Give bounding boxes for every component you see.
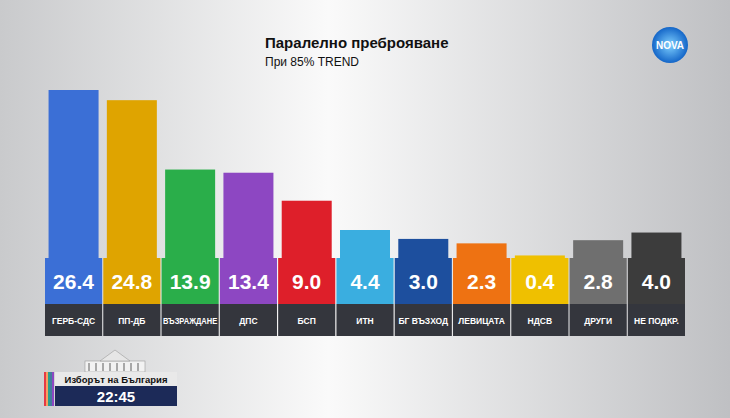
- category-label: ЛЕВИЦАТА: [458, 316, 505, 326]
- value-box: [453, 258, 510, 304]
- program-text: Изборът на България: [65, 374, 168, 385]
- value-box: [45, 258, 102, 304]
- data-label: 4.0: [642, 270, 671, 293]
- category-label: ГЕРБ-СДС: [52, 316, 95, 326]
- name-box: [628, 304, 685, 336]
- logo-text: NOVA: [656, 40, 684, 51]
- data-label: 0.4: [525, 270, 555, 293]
- value-box: [511, 258, 568, 304]
- data-label: 9.0: [292, 270, 321, 293]
- value-box: [162, 258, 219, 304]
- name-box: [220, 304, 277, 336]
- bar: [165, 170, 215, 258]
- icon-dome: [100, 350, 130, 361]
- chart: Паралелно преброяване При 85% TREND NOVA 26…: [0, 0, 730, 418]
- name-box: [278, 304, 335, 336]
- data-label: 13.4: [228, 270, 269, 293]
- icon-column: [116, 363, 118, 371]
- category-label: БСП: [298, 316, 316, 326]
- icon-column: [88, 363, 90, 371]
- bars: [49, 90, 682, 258]
- category-label: НДСВ: [528, 316, 552, 326]
- title: Паралелно преброяване: [265, 34, 449, 51]
- category-label: ДПС: [239, 316, 257, 326]
- bar: [457, 243, 507, 258]
- data-label: 24.8: [111, 270, 152, 293]
- category-label: ДРУГИ: [584, 316, 612, 326]
- value-box: [336, 258, 393, 304]
- data-label: 2.8: [584, 270, 614, 293]
- name-box: [103, 304, 160, 336]
- name-box: [336, 304, 393, 336]
- value-box: [220, 258, 277, 304]
- bar: [282, 201, 332, 258]
- stripe: [50, 372, 52, 406]
- name-box: [395, 304, 452, 336]
- program-strip: [55, 372, 177, 386]
- icon-column: [123, 363, 125, 371]
- data-label: 3.0: [409, 270, 438, 293]
- name-box: [511, 304, 568, 336]
- category-label: НЕ ПОДКР.: [634, 316, 679, 326]
- bar: [631, 233, 681, 258]
- bar: [515, 255, 565, 258]
- icon-column: [130, 363, 132, 371]
- stripe: [44, 372, 46, 406]
- bar: [398, 239, 448, 258]
- data-label: 13.9: [170, 270, 211, 293]
- icon-column: [137, 363, 139, 371]
- stripe: [52, 372, 54, 406]
- bar: [49, 90, 99, 258]
- value-box: [628, 258, 685, 304]
- icon-column: [95, 363, 97, 371]
- category-label: БГ ВЪЗХОД: [398, 316, 448, 326]
- subtitle: При 85% TREND: [265, 55, 359, 69]
- icon-column: [109, 363, 111, 371]
- name-box: [45, 304, 102, 336]
- name-box: [570, 304, 627, 336]
- logo-circle: [652, 27, 688, 63]
- name-box: [453, 304, 510, 336]
- bar: [340, 230, 390, 258]
- category-label: ВЪЗРАЖДАНЕ: [163, 316, 217, 326]
- value-box: [570, 258, 627, 304]
- background: [0, 0, 730, 418]
- value-box: [278, 258, 335, 304]
- data-label: 2.3: [467, 270, 496, 293]
- name-box: [162, 304, 219, 336]
- icon-column: [102, 363, 104, 371]
- stripe: [48, 372, 50, 406]
- value-box: [395, 258, 452, 304]
- category-label: ИТН: [356, 316, 373, 326]
- bar: [223, 173, 273, 258]
- data-label: 26.4: [53, 270, 94, 293]
- bar: [573, 240, 623, 258]
- logo: NOVA: [652, 27, 688, 63]
- category-label: ПП-ДБ: [118, 316, 145, 326]
- time-strip: [55, 386, 177, 406]
- icon-body: [85, 361, 145, 372]
- labels: 26.4 ГЕРБ-СДС 24.8 ПП-ДБ 13.9 ВЪЗРАЖДАНЕ 13.4 Д…: [45, 258, 685, 336]
- time-text: 22:45: [97, 388, 135, 405]
- stripe: [46, 372, 48, 406]
- value-box: [103, 258, 160, 304]
- program-box: Изборът на България 22:45: [44, 350, 177, 406]
- data-label: 4.4: [350, 270, 380, 293]
- bar: [107, 100, 157, 258]
